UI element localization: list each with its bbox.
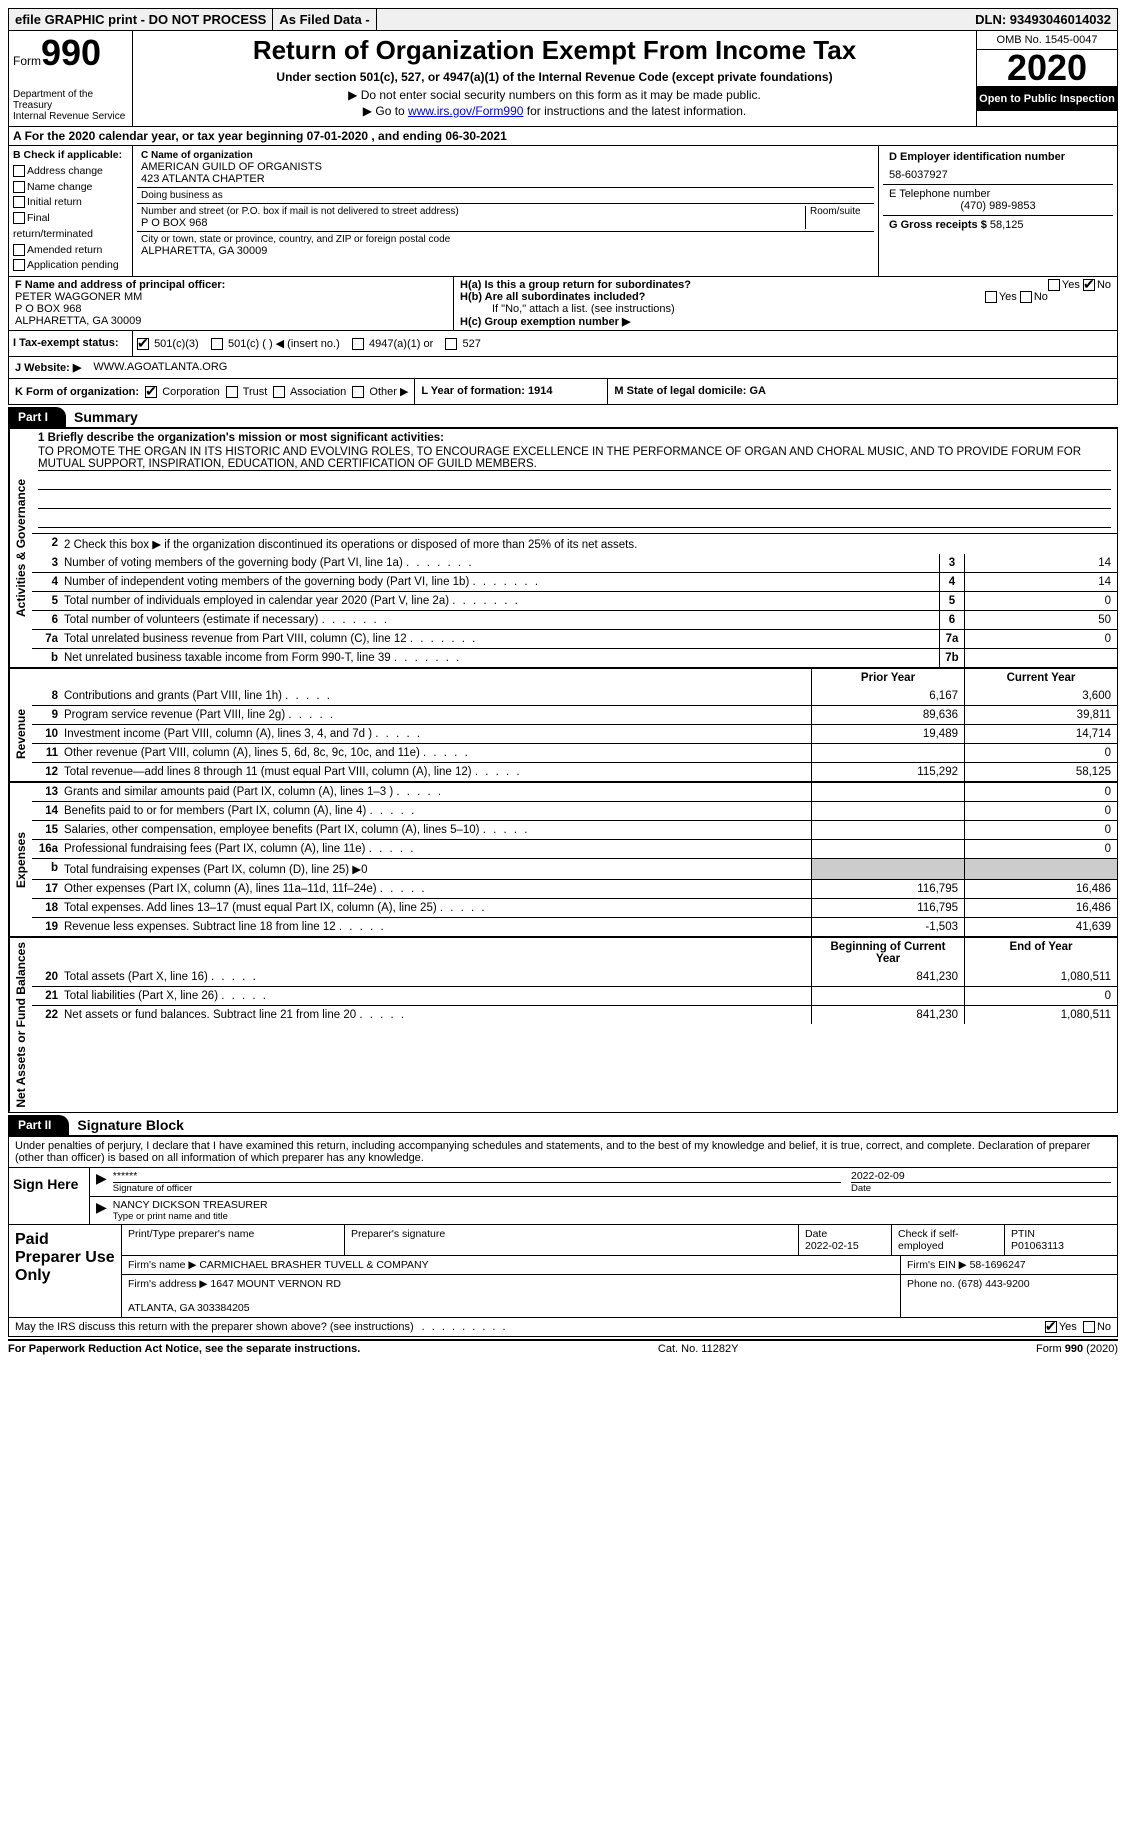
form-note1: ▶ Do not enter social security numbers o… — [137, 88, 972, 102]
title-right: OMB No. 1545-0047 2020 Open to Public In… — [976, 31, 1117, 126]
form-note2: ▶ Go to www.irs.gov/Form990 for instruct… — [137, 104, 972, 118]
org-name: AMERICAN GUILD OF ORGANISTS 423 ATLANTA … — [141, 161, 870, 185]
side-label-gov: Activities & Governance — [9, 429, 32, 667]
website: WWW.AGOATLANTA.ORG — [87, 357, 1117, 378]
dln-text: DLN: 93493046014032 — [969, 9, 1117, 30]
side-label-rev: Revenue — [9, 687, 32, 781]
tax-year: 2020 — [977, 50, 1117, 87]
summary-line: 16a Professional fundraising fees (Part … — [32, 839, 1117, 858]
dept-text: Department of the Treasury Internal Reve… — [13, 89, 128, 122]
section-deg: D Employer identification number 58-6037… — [878, 146, 1117, 276]
part1-header: Part I Summary — [8, 407, 1118, 427]
summary-line: b Net unrelated business taxable income … — [32, 648, 1117, 667]
summary-line: 19 Revenue less expenses. Subtract line … — [32, 917, 1117, 936]
summary-line: 15 Salaries, other compensation, employe… — [32, 820, 1117, 839]
form-number-box: Form990 Department of the Treasury Inter… — [9, 31, 133, 126]
open-public: Open to Public Inspection — [977, 87, 1117, 111]
section-bcdeg: B Check if applicable: Address change Na… — [8, 146, 1118, 277]
org-city: ALPHARETTA, GA 30009 — [141, 245, 870, 257]
discuss-row: May the IRS discuss this return with the… — [8, 1318, 1118, 1337]
form-title: Return of Organization Exempt From Incom… — [137, 35, 972, 66]
section-a: A For the 2020 calendar year, or tax yea… — [8, 127, 1118, 146]
summary-line: b Total fundraising expenses (Part IX, c… — [32, 858, 1117, 879]
section-j: J Website: ▶ WWW.AGOATLANTA.ORG — [8, 357, 1118, 379]
part2-header: Part II Signature Block — [8, 1115, 1118, 1135]
org-address: P O BOX 968 — [141, 217, 801, 229]
footer: For Paperwork Reduction Act Notice, see … — [8, 1339, 1118, 1355]
summary-line: 20 Total assets (Part X, line 16) . . . … — [32, 968, 1117, 986]
summary-line: 8 Contributions and grants (Part VIII, l… — [32, 687, 1117, 705]
phone: (470) 989-9853 — [889, 200, 1107, 212]
section-b: B Check if applicable: Address change Na… — [9, 146, 133, 276]
summary-line: 21 Total liabilities (Part X, line 26) .… — [32, 986, 1117, 1005]
ein: 58-6037927 — [889, 169, 1107, 181]
section-h: H(a) Is this a group return for subordin… — [454, 277, 1117, 330]
gross-receipts: 58,125 — [990, 219, 1024, 231]
summary-line: 4 Number of independent voting members o… — [32, 572, 1117, 591]
efile-header: efile GRAPHIC print - DO NOT PROCESS As … — [8, 8, 1118, 31]
section-f: F Name and address of principal officer:… — [9, 277, 454, 330]
title-center: Return of Organization Exempt From Incom… — [133, 31, 976, 126]
section-c: C Name of organization AMERICAN GUILD OF… — [133, 146, 878, 276]
summary-line: 6 Total number of volunteers (estimate i… — [32, 610, 1117, 629]
summary-line: 10 Investment income (Part VIII, column … — [32, 724, 1117, 743]
section-fh: F Name and address of principal officer:… — [8, 277, 1118, 331]
irs-link[interactable]: www.irs.gov/Form990 — [408, 104, 523, 118]
asfiled-text: As Filed Data - — [273, 9, 376, 30]
side-label-bal: Net Assets or Fund Balances — [9, 938, 32, 1112]
paid-preparer-label: Paid Preparer Use Only — [9, 1225, 121, 1317]
efile-text: efile GRAPHIC print - DO NOT PROCESS — [9, 9, 273, 30]
form-subtitle: Under section 501(c), 527, or 4947(a)(1)… — [137, 70, 972, 84]
mission: 1 Briefly describe the organization's mi… — [32, 429, 1117, 533]
summary-line: 7a Total unrelated business revenue from… — [32, 629, 1117, 648]
side-label-exp: Expenses — [9, 783, 32, 936]
summary-line: 11 Other revenue (Part VIII, column (A),… — [32, 743, 1117, 762]
summary-line: 13 Grants and similar amounts paid (Part… — [32, 783, 1117, 801]
summary-line: 17 Other expenses (Part IX, column (A), … — [32, 879, 1117, 898]
section-klm: K Form of organization: Corporation Trus… — [8, 379, 1118, 405]
summary-line: 5 Total number of individuals employed i… — [32, 591, 1117, 610]
summary-line: 12 Total revenue—add lines 8 through 11 … — [32, 762, 1117, 781]
title-block: Form990 Department of the Treasury Inter… — [8, 31, 1118, 127]
summary-line: 18 Total expenses. Add lines 13–17 (must… — [32, 898, 1117, 917]
sign-here-label: Sign Here — [9, 1168, 89, 1224]
summary-line: 9 Program service revenue (Part VIII, li… — [32, 705, 1117, 724]
summary-line: 14 Benefits paid to or for members (Part… — [32, 801, 1117, 820]
signature-block: Under penalties of perjury, I declare th… — [8, 1135, 1118, 1318]
summary-line: 22 Net assets or fund balances. Subtract… — [32, 1005, 1117, 1024]
section-i: I Tax-exempt status: 501(c)(3) 501(c) ( … — [8, 331, 1118, 357]
summary-line: 3 Number of voting members of the govern… — [32, 554, 1117, 572]
part1-body: Activities & Governance 1 Briefly descri… — [8, 427, 1118, 1113]
